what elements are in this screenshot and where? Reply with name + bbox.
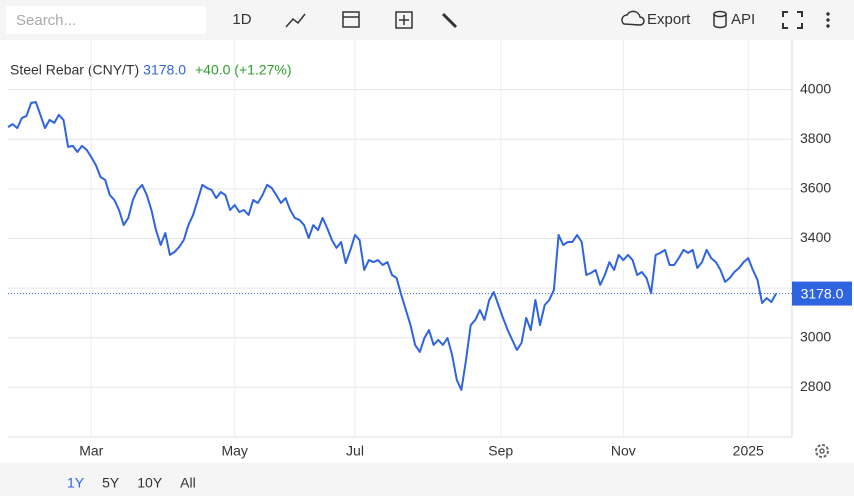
settings-gear[interactable] <box>815 444 829 458</box>
export-icon[interactable] <box>621 10 645 26</box>
calendar-icon[interactable] <box>342 11 360 28</box>
export-button[interactable]: Export <box>647 11 691 28</box>
fullscreen-icon[interactable] <box>782 11 803 29</box>
range-button[interactable]: All <box>180 475 196 491</box>
settings-wrench-icon[interactable] <box>441 12 458 29</box>
range-button[interactable]: 1Y <box>67 475 85 491</box>
search-box[interactable] <box>6 6 206 34</box>
price-line <box>7 101 777 391</box>
y-tick-label: 3600 <box>800 180 831 196</box>
last-price-label: 3178.0 <box>801 285 844 301</box>
x-tick-label: Nov <box>611 443 636 459</box>
y-tick-label: 3000 <box>800 328 831 344</box>
x-tick-label: Mar <box>79 443 103 459</box>
api-button[interactable]: API <box>731 11 755 28</box>
x-tick-label: Sep <box>488 443 513 459</box>
x-tick-label: May <box>221 443 247 459</box>
api-icon[interactable] <box>713 10 727 29</box>
header-price: 3178.0 <box>143 62 186 78</box>
chart-type-icon[interactable] <box>285 13 306 28</box>
search-placeholder[interactable]: Search... <box>16 12 76 29</box>
last-price-box <box>792 281 852 306</box>
range-button[interactable]: 10Y <box>137 475 163 491</box>
chart-title: Steel Rebar (CNY/T) <box>10 62 139 78</box>
x-tick-label: 2025 <box>733 443 764 459</box>
header-change: +40.0 (+1.27%) <box>195 62 292 78</box>
y-tick-label: 3800 <box>800 130 831 146</box>
more-icon[interactable] <box>826 12 830 28</box>
range-bar <box>0 463 854 496</box>
x-tick-label: Jul <box>346 443 364 459</box>
plot-area <box>8 40 793 438</box>
add-icon[interactable] <box>395 11 413 29</box>
y-tick-label: 4000 <box>800 80 831 96</box>
y-tick-label: 2800 <box>800 378 831 394</box>
interval-button[interactable]: 1D <box>232 11 251 28</box>
range-button[interactable]: 5Y <box>102 475 120 491</box>
y-tick-label: 3400 <box>800 229 831 245</box>
